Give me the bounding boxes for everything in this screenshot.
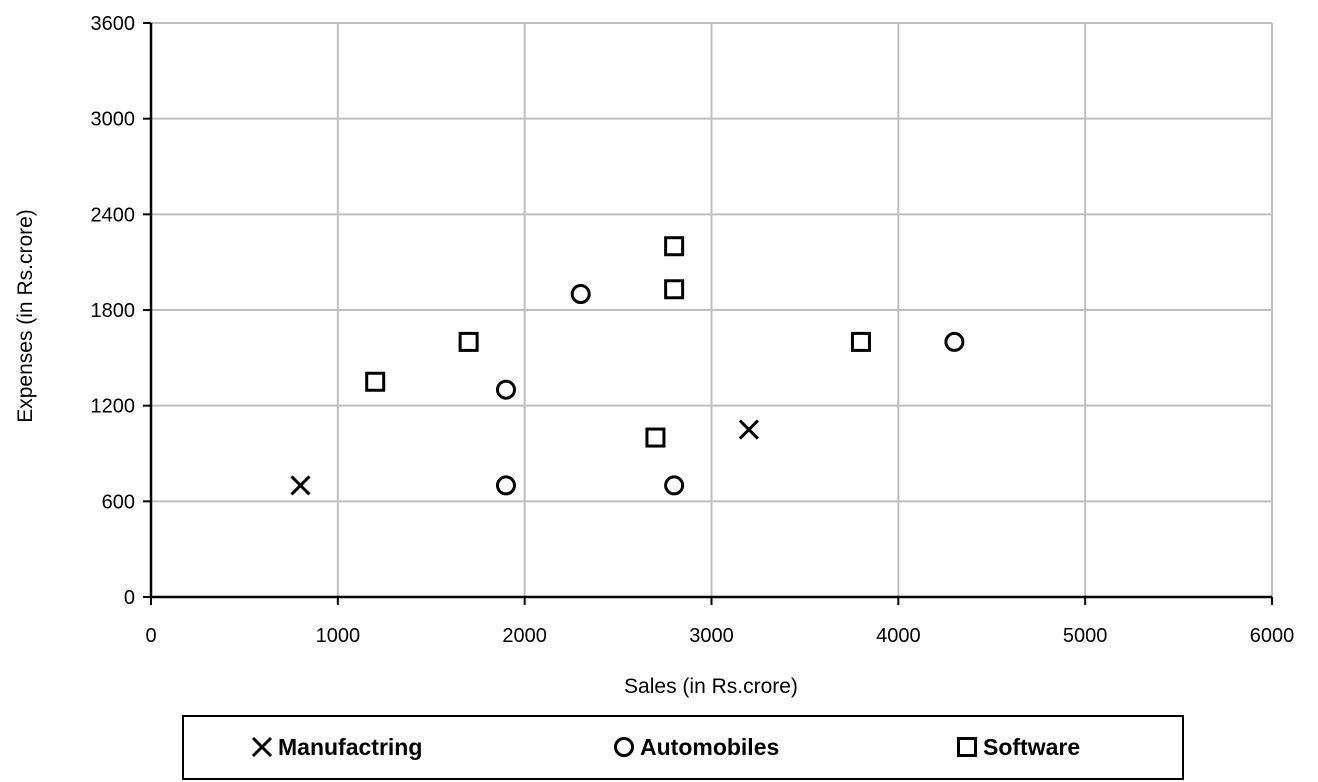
x-tick-label: 5000 bbox=[1063, 625, 1108, 647]
y-tick-label: 3600 bbox=[91, 13, 136, 35]
data-points bbox=[290, 236, 965, 496]
x-tick-label: 2000 bbox=[502, 625, 547, 647]
axes bbox=[143, 22, 1273, 605]
x-axis-label: Sales (in Rs.crore) bbox=[624, 675, 798, 698]
y-tick-label: 0 bbox=[124, 587, 135, 609]
software-point bbox=[365, 371, 386, 392]
automobiles-point bbox=[570, 284, 591, 305]
x-stroke bbox=[290, 475, 311, 496]
legend-box bbox=[182, 715, 1184, 780]
x-tick-label: 4000 bbox=[876, 625, 921, 647]
y-tick-label: 3000 bbox=[91, 109, 136, 131]
x-tick-label: 6000 bbox=[1250, 625, 1295, 647]
x-tick-label: 1000 bbox=[316, 625, 361, 647]
legend-marker-software bbox=[957, 737, 977, 757]
manufactring-point bbox=[290, 475, 311, 496]
y-tick-label: 1800 bbox=[91, 300, 136, 322]
x-stroke bbox=[738, 419, 759, 440]
legend-label-software: Software bbox=[983, 734, 1080, 760]
x-tick-labels: 0 1000 2000 3000 4000 5000 6000 bbox=[145, 625, 1294, 647]
y-tick-label: 2400 bbox=[91, 204, 136, 226]
legend-marker-automobiles bbox=[614, 737, 634, 757]
grid bbox=[151, 22, 1273, 597]
automobiles-point bbox=[664, 475, 685, 496]
legend-label-automobiles: Automobiles bbox=[640, 734, 779, 760]
y-tick-labels: 0 600 1200 1800 2400 3000 3600 bbox=[91, 13, 136, 609]
automobiles-point bbox=[944, 331, 965, 352]
software-point bbox=[458, 331, 479, 352]
y-axis-label: Expenses (in Rs.crore) bbox=[14, 209, 37, 423]
software-point bbox=[664, 279, 685, 300]
legend-label-manufactring: Manufactring bbox=[278, 734, 422, 760]
y-tick-label: 600 bbox=[102, 491, 135, 513]
y-tick-label: 1200 bbox=[91, 396, 136, 418]
x-stroke bbox=[251, 736, 273, 758]
x-tick-label: 3000 bbox=[689, 625, 734, 647]
automobiles-point bbox=[495, 475, 516, 496]
legend: Manufactring Automobiles Software bbox=[182, 715, 1184, 780]
software-point bbox=[850, 331, 871, 352]
manufactring-point bbox=[738, 419, 759, 440]
software-point bbox=[645, 427, 666, 448]
x-tick-label: 0 bbox=[145, 625, 156, 647]
software-point bbox=[664, 236, 685, 257]
automobiles-point bbox=[495, 379, 516, 400]
legend-marker-manufactring bbox=[251, 736, 273, 758]
